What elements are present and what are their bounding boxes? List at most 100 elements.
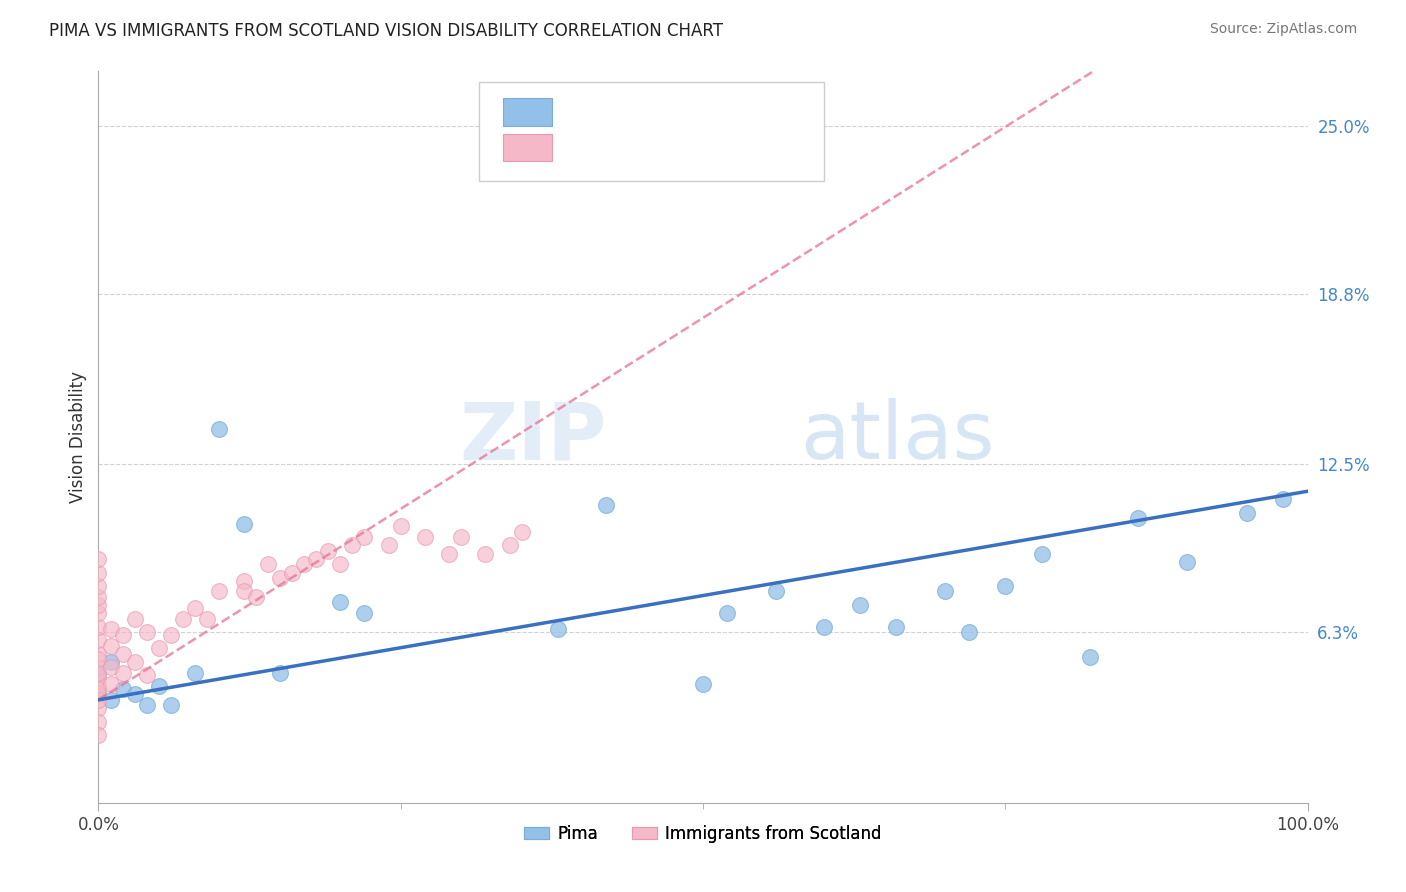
Point	[100, 693, 122, 707]
Text: Source: ZipAtlas.com: Source: ZipAtlas.com	[1209, 22, 1357, 37]
Point	[124, 611, 146, 625]
Point	[353, 606, 375, 620]
Legend: Pima, Immigrants from Scotland: Pima, Immigrants from Scotland	[517, 818, 889, 849]
Point	[1175, 555, 1198, 569]
Text: N =: N =	[685, 138, 721, 156]
Point	[450, 530, 472, 544]
Point	[148, 641, 170, 656]
Point	[87, 620, 110, 634]
Point	[87, 714, 110, 729]
Point	[87, 681, 110, 696]
FancyBboxPatch shape	[503, 134, 551, 161]
Point	[87, 665, 110, 680]
Text: 57: 57	[731, 138, 752, 156]
Point	[329, 558, 352, 572]
Point	[100, 655, 122, 669]
Point	[87, 598, 110, 612]
Point	[595, 498, 617, 512]
Point	[184, 665, 207, 680]
Text: N =: N =	[685, 103, 721, 121]
Point	[124, 655, 146, 669]
Point	[232, 516, 254, 531]
Point	[111, 681, 134, 696]
Point	[184, 600, 207, 615]
Point	[474, 547, 496, 561]
Point	[886, 620, 908, 634]
Point	[765, 584, 787, 599]
Point	[87, 665, 110, 680]
Point	[413, 530, 436, 544]
Point	[994, 579, 1017, 593]
Point	[195, 611, 218, 625]
Point	[329, 595, 352, 609]
Text: R =: R =	[561, 138, 598, 156]
Point	[934, 584, 956, 599]
Point	[292, 558, 315, 572]
Point	[87, 566, 110, 580]
Point	[377, 538, 399, 552]
Point	[87, 688, 110, 702]
Point	[100, 660, 122, 674]
Point	[256, 558, 278, 572]
Point	[135, 625, 157, 640]
Point	[245, 590, 267, 604]
Point	[172, 611, 194, 625]
Point	[849, 598, 872, 612]
Point	[111, 665, 134, 680]
Point	[1236, 506, 1258, 520]
Point	[389, 519, 412, 533]
Point	[87, 590, 110, 604]
Text: ZIP: ZIP	[458, 398, 606, 476]
Point	[87, 660, 110, 674]
Text: 0.371: 0.371	[606, 138, 654, 156]
Point	[87, 552, 110, 566]
Point	[692, 676, 714, 690]
Point	[135, 668, 157, 682]
Point	[353, 530, 375, 544]
Point	[813, 620, 835, 634]
Point	[87, 701, 110, 715]
Point	[87, 693, 110, 707]
Point	[208, 422, 231, 436]
Point	[716, 606, 738, 620]
Point	[160, 698, 183, 713]
Point	[208, 584, 231, 599]
Point	[135, 698, 157, 713]
Point	[111, 628, 134, 642]
Point	[87, 728, 110, 742]
Point	[87, 688, 110, 702]
Point	[232, 574, 254, 588]
Point	[437, 547, 460, 561]
Y-axis label: Vision Disability: Vision Disability	[69, 371, 87, 503]
Point	[498, 538, 520, 552]
Point	[87, 647, 110, 661]
FancyBboxPatch shape	[503, 98, 551, 127]
Text: R =: R =	[561, 103, 598, 121]
Point	[100, 676, 122, 690]
Point	[1272, 492, 1295, 507]
Point	[87, 671, 110, 685]
Point	[87, 606, 110, 620]
Point	[148, 679, 170, 693]
Point	[232, 584, 254, 599]
Point	[87, 679, 110, 693]
Point	[124, 688, 146, 702]
FancyBboxPatch shape	[479, 82, 824, 181]
Point	[87, 633, 110, 648]
Point	[342, 538, 364, 552]
Point	[510, 524, 533, 539]
Point	[269, 665, 291, 680]
Point	[87, 579, 110, 593]
Point	[160, 628, 183, 642]
Text: PIMA VS IMMIGRANTS FROM SCOTLAND VISION DISABILITY CORRELATION CHART: PIMA VS IMMIGRANTS FROM SCOTLAND VISION …	[49, 22, 723, 40]
Point	[100, 639, 122, 653]
Point	[957, 625, 980, 640]
Point	[305, 552, 328, 566]
Point	[100, 623, 122, 637]
Point	[1078, 649, 1101, 664]
Point	[269, 571, 291, 585]
Point	[316, 544, 339, 558]
Text: atlas: atlas	[800, 398, 994, 476]
Point	[111, 647, 134, 661]
Point	[1128, 511, 1150, 525]
